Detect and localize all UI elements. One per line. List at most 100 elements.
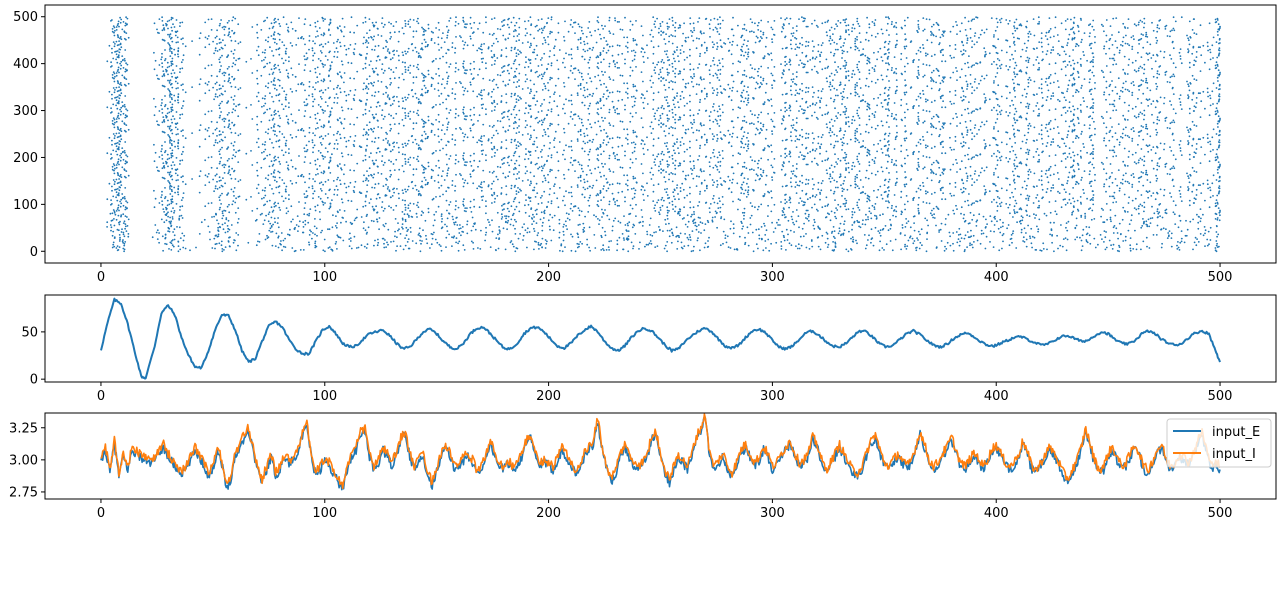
spike-point [271,188,273,190]
spike-point [957,238,960,241]
spike-point [500,146,503,149]
spike-point [661,158,664,161]
spike-point [541,195,543,197]
spike-point [1030,242,1033,245]
spike-point [1140,125,1143,127]
spike-point [930,126,932,128]
spike-point [304,223,307,226]
spike-point [539,218,542,221]
spike-point [1031,246,1033,249]
spike-point [967,204,970,207]
spike-point [1042,248,1045,250]
spike-point [1076,208,1079,211]
spike-point [845,167,847,170]
spike-point [1140,194,1143,196]
spike-point [784,173,787,176]
spike-point [988,190,991,193]
spike-point [289,180,292,182]
spike-point [455,200,457,203]
spike-point [677,234,680,237]
spike-point [689,201,692,203]
spike-point [704,242,707,245]
spike-point [953,194,955,197]
spike-point [596,158,599,160]
spike-point [616,243,619,246]
spike-point [941,152,943,155]
spike-point [1188,158,1191,161]
spike-point [1109,149,1111,152]
spike-point [1071,211,1074,214]
spike-point [668,150,671,153]
spike-point [576,186,579,188]
spike-point [635,158,637,160]
spike-point [529,184,531,187]
spike-point [506,221,509,224]
spike-point [785,147,787,150]
spike-point [1180,240,1183,243]
spike-point [654,164,657,166]
spike-point [973,135,976,138]
spike-point [306,149,309,151]
spike-point [1105,144,1107,147]
spike-point [831,131,834,134]
spike-point [916,167,918,170]
spike-point [176,174,179,177]
spike-point [390,160,392,163]
spike-point [627,188,629,191]
spike-point [1216,201,1219,204]
spike-point [353,191,356,194]
spike-point [541,225,544,227]
spike-point [840,138,842,141]
spike-point [627,224,629,227]
spike-point [917,230,920,233]
spike-point [417,234,420,236]
spike-point [459,227,462,230]
spike-point [364,204,367,207]
spike-point [743,146,745,149]
spike-point [511,214,514,217]
spike-point [813,218,816,221]
spike-point [1021,186,1024,189]
spike-point [737,152,740,155]
spike-point [297,175,300,178]
spike-point [922,201,925,203]
spike-point [547,135,550,138]
spike-point [1092,148,1095,150]
spike-point [482,169,485,172]
spike-point [678,152,680,155]
spike-point [230,131,233,134]
spike-point [792,221,794,224]
spike-point [216,142,219,144]
spike-point [117,192,120,195]
spike-point [373,127,375,130]
spike-point [657,137,660,140]
spike-point [517,187,519,189]
spike-point [632,223,635,226]
spike-point [1159,188,1162,191]
spike-point [740,128,743,131]
spike-point [120,231,123,233]
spike-point [1092,196,1094,199]
spike-point [319,188,322,190]
spike-point [1112,149,1115,152]
spike-point [693,167,696,170]
spike-point [309,208,312,211]
spike-point [993,127,995,130]
spike-point [649,234,652,236]
spike-point [711,219,714,222]
spike-point [759,177,761,180]
spike-point [935,159,938,162]
spike-point [884,132,887,135]
spike-point [401,189,404,192]
spike-point [473,152,475,155]
spike-point [917,141,920,144]
spike-point [507,219,510,222]
spike-point [703,133,706,136]
spike-point [767,144,769,147]
spike-point [345,191,348,194]
spike-point [854,186,857,189]
spike-point [1100,215,1102,218]
spike-point [1189,220,1192,223]
spike-point [519,233,521,235]
spike-point [1108,131,1111,134]
